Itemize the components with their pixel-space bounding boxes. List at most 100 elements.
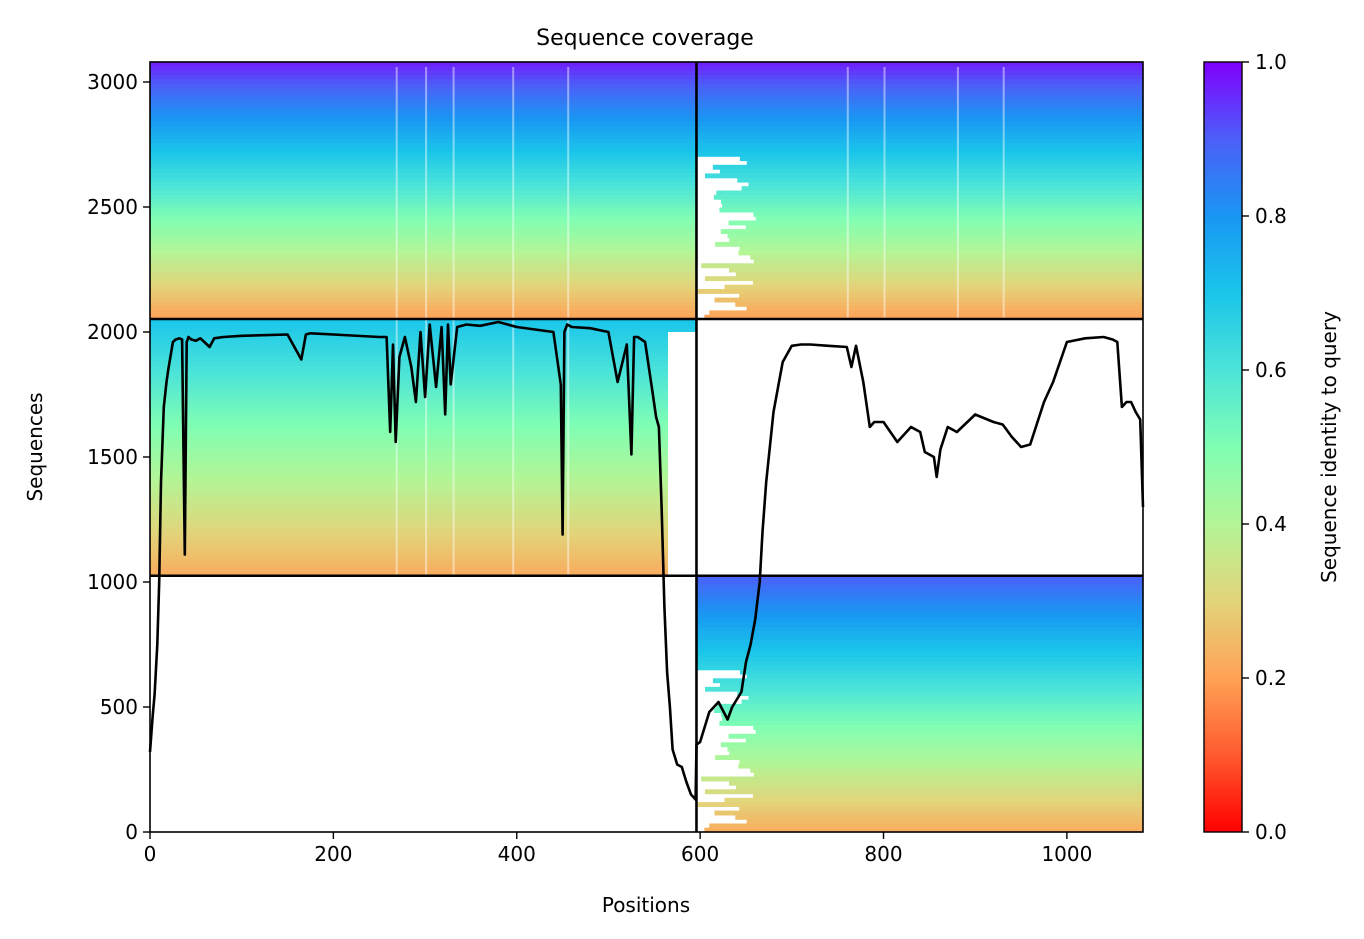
msa-band: [737, 691, 1143, 696]
msa-band: [719, 207, 1143, 213]
msa-band: [150, 451, 697, 457]
msa-band: [748, 695, 1143, 701]
msa-band: [737, 177, 1143, 183]
msa-band: [750, 254, 1143, 260]
gap-streak: [395, 67, 398, 575]
msa-band: [150, 233, 697, 239]
msa-band: [150, 220, 697, 226]
msa-band: [150, 331, 697, 337]
msa-band: [696, 96, 1143, 102]
msa-band: [741, 186, 1143, 192]
msa-band: [150, 460, 697, 466]
x-tick-label: 400: [498, 842, 536, 866]
msa-band: [150, 104, 697, 110]
msa-band: [150, 177, 697, 183]
y-tick-label: 2500: [87, 195, 138, 219]
msa-band: [150, 207, 697, 213]
x-tick-label: 1000: [1041, 842, 1092, 866]
msa-band: [150, 528, 697, 534]
colorbar-gradient: [1203, 61, 1243, 833]
msa-band: [729, 237, 1143, 243]
msa-band: [727, 746, 1143, 752]
colorbar-tick-label: 0.6: [1255, 358, 1287, 382]
msa-band: [150, 494, 697, 500]
chart-title: Sequence coverage: [536, 26, 754, 51]
msa-band: [728, 733, 1143, 739]
msa-band: [150, 74, 697, 80]
msa-band: [696, 74, 1143, 80]
msa-band: [696, 113, 1143, 119]
msa-band: [150, 173, 697, 179]
msa-band: [696, 126, 1143, 132]
msa-band: [696, 652, 1143, 658]
x-axis-label: Positions: [602, 893, 690, 917]
colorbar-tick-label: 1.0: [1255, 50, 1287, 74]
msa-band: [150, 113, 697, 119]
colorbar-tick-label: 0.2: [1255, 666, 1287, 690]
plot-area: [148, 61, 1145, 833]
msa-band: [150, 79, 697, 84]
msa-band: [150, 387, 697, 393]
msa-band: [150, 216, 697, 222]
gap-streak: [567, 67, 570, 575]
msa-band: [150, 284, 697, 290]
msa-band: [755, 729, 1143, 735]
msa-band: [696, 62, 1143, 67]
msa-band: [696, 648, 1143, 654]
msa-band: [150, 481, 697, 487]
msa-band: [696, 151, 1143, 157]
y-axis-label: Sequences: [23, 392, 47, 501]
msa-band: [738, 763, 1143, 769]
msa-band: [150, 455, 697, 461]
msa-band: [713, 708, 1143, 713]
msa-band: [150, 391, 697, 397]
msa-band: [704, 276, 1143, 282]
msa-band: [752, 793, 1143, 799]
msa-band: [719, 169, 1143, 174]
msa-band: [696, 656, 1143, 662]
msa-band: [150, 490, 697, 496]
msa-band: [696, 605, 1143, 611]
gap-streak: [846, 67, 849, 575]
msa-band: [150, 545, 697, 551]
msa-band: [150, 533, 697, 538]
unaligned-region: [668, 332, 697, 576]
y-tick-label: 1000: [87, 570, 138, 594]
x-tick-label: 600: [681, 842, 719, 866]
colorbar-tick-label: 0.0: [1255, 820, 1287, 844]
msa-band: [150, 327, 697, 333]
msa-band: [150, 344, 697, 350]
msa-band: [150, 87, 697, 93]
msa-band: [150, 169, 697, 174]
msa-band: [714, 810, 1143, 816]
msa-band: [704, 314, 1143, 320]
msa-band: [150, 122, 697, 127]
msa-band: [739, 293, 1143, 299]
y-tick-label: 1500: [87, 445, 138, 469]
msa-band: [696, 92, 1143, 97]
msa-band: [150, 421, 697, 427]
msa-band: [729, 780, 1143, 786]
msa-band: [746, 160, 1143, 166]
msa-band: [696, 575, 1143, 581]
msa-band: [150, 417, 697, 423]
y-axis-ticks: 0 500 1000 1500 2000 2500 3000: [87, 70, 150, 844]
msa-band: [696, 622, 1143, 628]
msa-band: [150, 413, 697, 418]
gap-streak: [452, 67, 455, 575]
colorbar-tick-label: 0.4: [1255, 512, 1287, 536]
msa-band: [720, 742, 1143, 748]
msa-band: [696, 109, 1143, 114]
msa-band: [697, 802, 1143, 807]
msa-band: [150, 224, 697, 230]
msa-band: [696, 614, 1143, 620]
msa-band: [150, 562, 697, 568]
msa-band: [701, 776, 1143, 782]
msa-block-chain-A-paired: [150, 62, 697, 320]
msa-band: [150, 464, 697, 470]
msa-band: [696, 584, 1143, 590]
msa-band: [745, 738, 1143, 743]
msa-band: [721, 199, 1143, 204]
plot-frame: [149, 61, 1144, 833]
